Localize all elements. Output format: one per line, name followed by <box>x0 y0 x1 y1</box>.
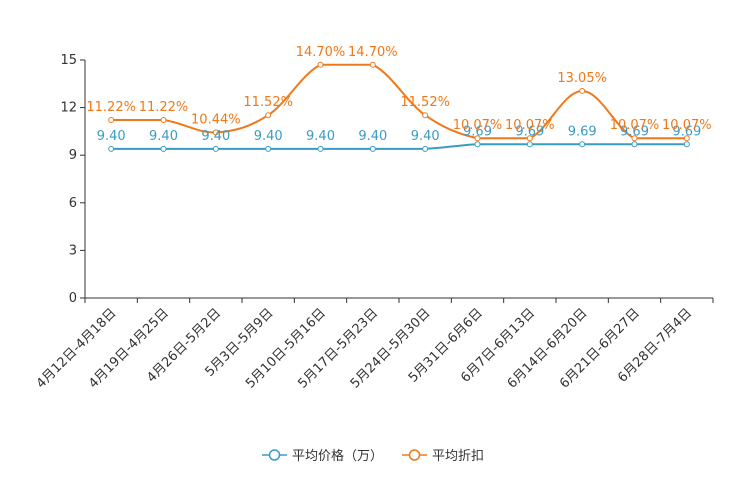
data-labels: 9.40 9.40 9.40 9.40 9.40 9.40 9.40 9.69 9.69 9.69… <box>86 45 711 144</box>
data-point[interactable] <box>526 135 533 142</box>
data-label: 14.70% <box>348 45 398 60</box>
data-label: 10.07% <box>453 118 503 133</box>
data-label: 9.40 <box>149 129 178 144</box>
data-point[interactable] <box>683 141 690 148</box>
data-label: 9.40 <box>97 129 126 144</box>
data-label: 9.40 <box>254 129 283 144</box>
data-label: 11.52% <box>243 95 293 110</box>
legend-item-1[interactable]: 平均折扣 <box>402 449 484 464</box>
data-label: 9.69 <box>463 124 492 139</box>
data-point[interactable] <box>108 116 115 123</box>
y-tick-label: 0 <box>69 291 77 306</box>
y-tick-label: 3 <box>69 243 77 258</box>
data-label: 14.70% <box>296 45 346 60</box>
data-point[interactable] <box>474 135 481 142</box>
data-label: 9.40 <box>306 129 335 144</box>
data-point[interactable] <box>317 145 324 152</box>
data-label: 10.44% <box>191 112 241 127</box>
data-point[interactable] <box>212 129 219 136</box>
legend-label: 平均折扣 <box>432 449 484 464</box>
data-point[interactable] <box>265 145 272 152</box>
data-label: 13.05% <box>557 71 607 86</box>
data-point[interactable] <box>369 61 376 68</box>
data-point[interactable] <box>265 112 272 119</box>
data-label: 9.40 <box>411 129 440 144</box>
data-point[interactable] <box>422 112 429 119</box>
data-point[interactable] <box>683 135 690 142</box>
data-point[interactable] <box>369 145 376 152</box>
data-points <box>108 61 690 152</box>
data-point[interactable] <box>579 141 586 148</box>
data-label: 9.40 <box>358 129 387 144</box>
legend[interactable]: 平均价格（万） 平均折扣 <box>262 448 484 464</box>
data-point[interactable] <box>579 87 586 94</box>
data-point[interactable] <box>160 116 167 123</box>
y-tick-label: 9 <box>69 148 77 163</box>
data-label: 11.22% <box>86 100 136 115</box>
series-line-0 <box>111 143 687 150</box>
legend-marker-icon <box>268 449 281 461</box>
y-tick-label: 15 <box>60 53 77 68</box>
data-point[interactable] <box>631 135 638 142</box>
data-label: 9.69 <box>568 124 597 139</box>
y-tick-label: 6 <box>69 196 77 211</box>
data-point[interactable] <box>160 145 167 152</box>
data-label: 11.22% <box>139 100 189 115</box>
data-label: 10.07% <box>505 118 555 133</box>
data-point[interactable] <box>526 141 533 148</box>
data-label: 10.07% <box>662 118 712 133</box>
data-point[interactable] <box>212 145 219 152</box>
data-point[interactable] <box>317 61 324 68</box>
data-label: 9.69 <box>672 124 701 139</box>
data-label: 9.69 <box>620 124 649 139</box>
data-label: 11.52% <box>400 95 450 110</box>
legend-marker-icon <box>408 449 421 461</box>
data-point[interactable] <box>422 145 429 152</box>
data-point[interactable] <box>108 145 115 152</box>
data-point[interactable] <box>474 141 481 148</box>
legend-item-0[interactable]: 平均价格（万） <box>262 448 383 464</box>
legend-label: 平均价格（万） <box>292 448 383 464</box>
data-point[interactable] <box>631 141 638 148</box>
data-label: 9.69 <box>515 124 544 139</box>
y-tick-label: 12 <box>60 101 77 116</box>
data-label: 10.07% <box>610 118 660 133</box>
data-label: 9.40 <box>201 129 230 144</box>
